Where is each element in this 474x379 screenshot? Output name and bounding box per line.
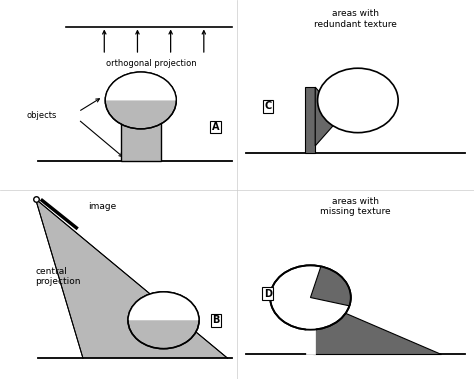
Polygon shape xyxy=(315,87,341,146)
Text: areas with
redundant texture: areas with redundant texture xyxy=(314,9,397,29)
Polygon shape xyxy=(128,292,199,320)
Text: C: C xyxy=(264,101,272,111)
Circle shape xyxy=(270,265,351,330)
Text: objects: objects xyxy=(26,111,56,120)
Polygon shape xyxy=(305,87,315,153)
Text: orthogonal projection: orthogonal projection xyxy=(106,59,197,68)
Text: D: D xyxy=(264,289,272,299)
Polygon shape xyxy=(313,299,441,354)
Circle shape xyxy=(105,72,176,129)
Text: B: B xyxy=(212,315,219,325)
Circle shape xyxy=(128,292,199,349)
Polygon shape xyxy=(121,114,161,161)
Polygon shape xyxy=(105,72,176,100)
Text: image: image xyxy=(88,202,116,211)
Wedge shape xyxy=(310,266,351,306)
Circle shape xyxy=(318,68,398,133)
Text: areas with
missing texture: areas with missing texture xyxy=(320,197,391,216)
Text: central
projection: central projection xyxy=(36,267,81,287)
Polygon shape xyxy=(306,328,315,354)
Text: A: A xyxy=(212,122,219,132)
Polygon shape xyxy=(36,199,228,358)
